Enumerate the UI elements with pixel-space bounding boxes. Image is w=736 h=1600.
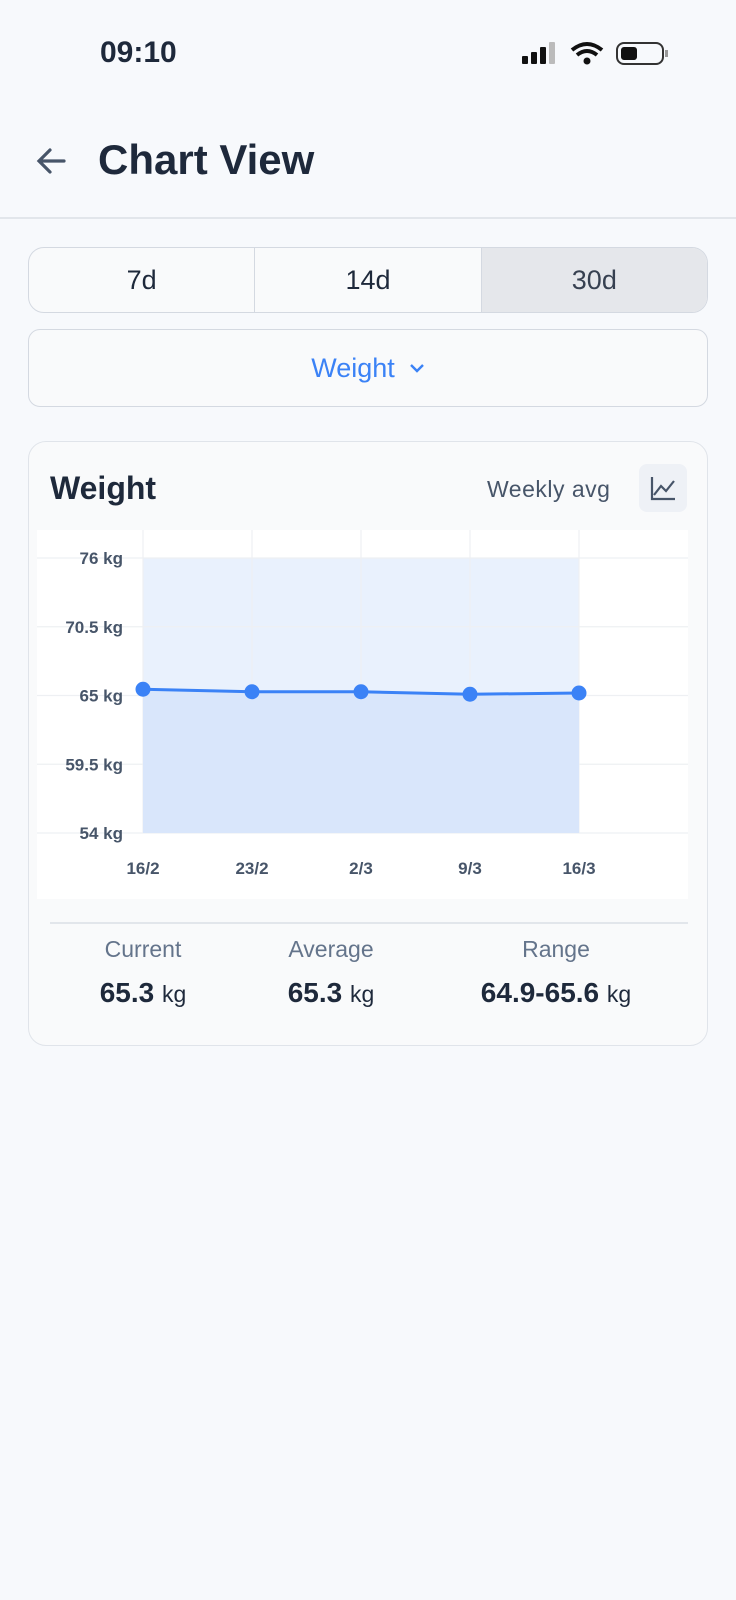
x-tick-label: 9/3 [458,859,482,878]
page-title: Chart View [98,136,315,183]
dropdown-label: Weight [311,352,395,383]
divider [0,217,736,219]
range-tabs: 7d 14d 30d [28,247,708,313]
range-tab[interactable]: 30d [481,248,707,312]
x-tick-label: 2/3 [349,859,373,878]
stat-unit: kg [161,981,187,1007]
x-tick-label: 16/3 [562,859,595,878]
card-title: Weight [50,470,157,506]
x-tick-label: 16/2 [126,859,159,878]
stat-label: Range [522,936,590,962]
stat-value: 64.9-65.6 [480,977,600,1008]
back-button[interactable] [34,144,68,178]
point [462,686,478,702]
point [135,681,151,697]
point [244,684,260,700]
x-tick-label: 23/2 [235,859,268,878]
stat-value-row: 65.3 kg [33,977,253,1009]
chevron [409,364,424,373]
stat-unit: kg [606,981,632,1007]
stat-value-row: 65.3 kg [221,977,441,1009]
status-time: 09:10 [100,36,177,69]
y-tick-label: 59.5 kg [65,755,123,774]
point [353,684,369,700]
range-tab[interactable]: 14d [255,248,482,312]
toggle-label: Weekly avg [487,476,611,502]
chart: 54 kg 59.5 kg 65 kg 70.5 kg 76 kg 16/2 23/2 2/3… [37,530,688,899]
metric-dropdown[interactable]: Weight [28,329,708,407]
divider [50,922,688,924]
chart-toggle[interactable] [639,464,687,512]
stat: Current 65.3 kg [33,936,253,1009]
point [571,685,587,701]
stat-value: 65.3 [287,977,343,1008]
status-icons [522,42,668,65]
y-tick-label: 65 kg [80,687,123,706]
stat: Average 65.3 kg [221,936,441,1009]
stat: Range 64.9-65.6 kg [446,936,666,1009]
stat-value: 65.3 [99,977,155,1008]
stat-label: Average [288,936,374,962]
stat-unit: kg [349,981,375,1007]
stat-value-row: 64.9-65.6 kg [446,977,666,1009]
stat-label: Current [104,936,182,962]
chart-card: Weight Weekly avg 54 kg 59.5 kg 65 kg 70.5 … [28,441,708,1046]
y-tick-label: 70.5 kg [65,618,123,637]
range-tab[interactable]: 7d [29,248,256,312]
y-tick-label: 54 kg [80,824,123,843]
area [143,689,579,833]
y-tick-label: 76 kg [80,549,123,568]
